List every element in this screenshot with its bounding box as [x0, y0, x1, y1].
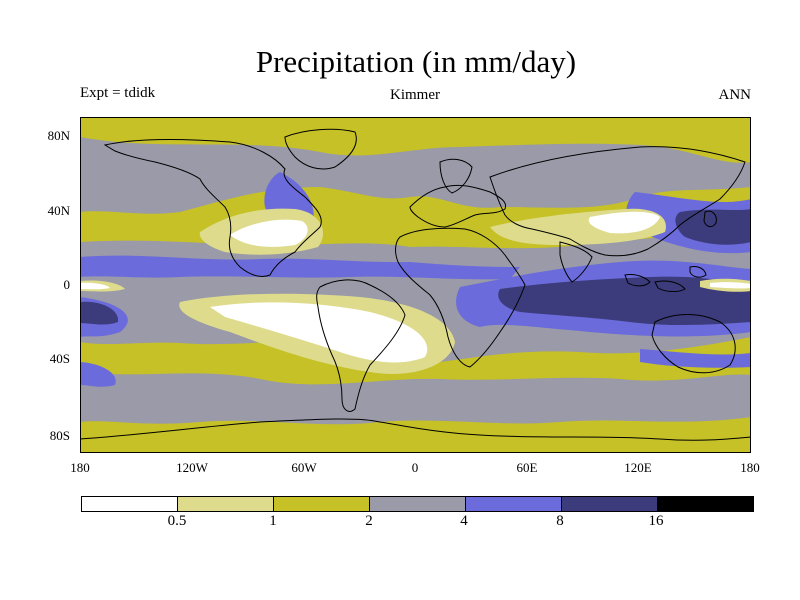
field-4-8-itcz	[80, 255, 520, 280]
coast-japan	[703, 210, 717, 228]
colorbar-box-1-2	[274, 497, 370, 511]
field-8-16-east-pacific	[80, 301, 119, 325]
colorbar-box-4-8	[466, 497, 562, 511]
field-2-4-north	[80, 137, 751, 214]
coast-india	[559, 241, 593, 283]
field-2-4-south	[80, 372, 751, 425]
experiment-label: Expt = tdidk	[80, 85, 156, 101]
x-tick-label: 120E	[624, 460, 652, 475]
coast-europe	[409, 184, 507, 228]
x-tick-label: 180	[70, 460, 90, 475]
coast-south-america	[316, 279, 406, 412]
field-4-8-southern-ocean	[80, 349, 751, 387]
x-tick-label: 0	[411, 460, 419, 475]
coast-north-america	[103, 138, 322, 278]
field-lt-0-5-se-pacific	[210, 302, 428, 363]
colorbar-label: 16	[648, 513, 664, 529]
field-8-16-west-pacific	[498, 276, 751, 326]
coast-greenland	[284, 128, 357, 170]
colorbar-label: 4	[460, 513, 468, 529]
colorbar-box-8-16	[562, 497, 658, 511]
colorbar	[81, 496, 754, 512]
y-tick-label: 80S	[49, 428, 70, 443]
colorbar-label: 2	[365, 513, 373, 529]
coast-antarctica	[80, 418, 751, 441]
colorbar-box-gt-16	[658, 497, 753, 511]
precipitation-map	[80, 117, 751, 453]
season-label: ANN	[718, 87, 752, 103]
colorbar-box-0-5-1	[178, 497, 274, 511]
y-tick-label: 40S	[49, 351, 70, 366]
colorbar-label: 0.5	[167, 513, 187, 529]
colorbar-label: 1	[269, 513, 277, 529]
field-8-16-kuroshio	[675, 209, 751, 245]
colorbar-label: 8	[556, 513, 564, 529]
colorbar-box-lt-0-5	[82, 497, 178, 511]
x-tick-label: 120W	[176, 460, 208, 475]
x-tick-label: 60E	[516, 460, 538, 475]
coastlines	[80, 128, 751, 441]
x-tick-label: 60W	[291, 460, 317, 475]
y-tick-label: 80N	[47, 128, 70, 143]
y-tick-label: 40N	[47, 203, 70, 218]
model-label: Kimmer	[390, 87, 440, 103]
coast-maritime-continent	[624, 266, 707, 292]
colorbar-box-2-4	[370, 497, 466, 511]
field-lt-0-5-arabia	[588, 211, 660, 234]
field-lt-0-5-ne-pacific	[230, 219, 308, 247]
y-tick-label: 0	[63, 277, 71, 292]
coast-scandinavia	[439, 158, 473, 194]
coast-australia	[651, 314, 736, 374]
coast-africa	[395, 227, 526, 368]
coast-asia	[489, 146, 746, 257]
x-tick-label: 180	[740, 460, 760, 475]
chart-title: Precipitation (in mm/day)	[255, 44, 577, 79]
